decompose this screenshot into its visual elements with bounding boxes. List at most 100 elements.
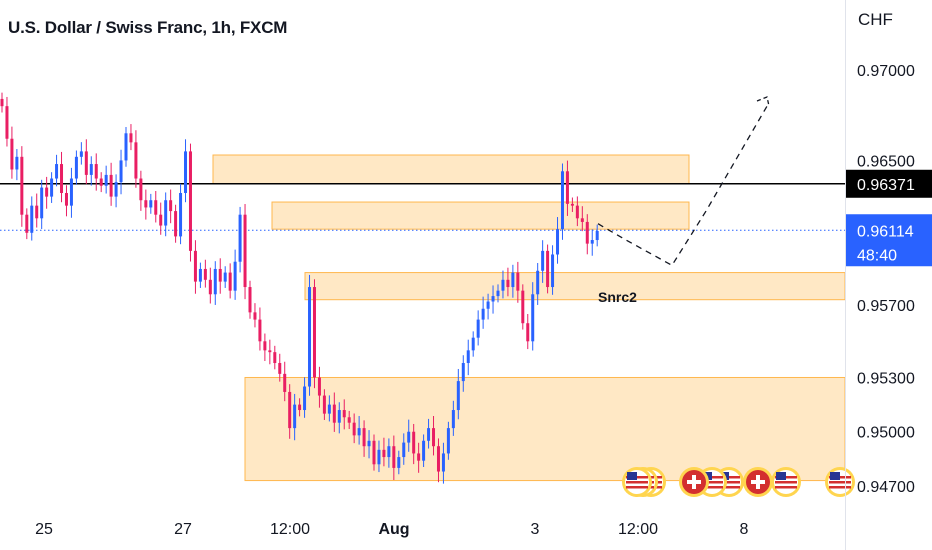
us-flag-canton: [776, 472, 786, 480]
candle-body: [446, 428, 450, 454]
candle-body: [580, 218, 584, 222]
price-axis[interactable]: 0.97000 0.96500 0.95700 0.95300 0.95000 0.947…: [846, 63, 932, 496]
projection-layer: [597, 96, 770, 267]
price-tick-label: 0.95000: [857, 425, 915, 442]
candle-body: [193, 250, 197, 282]
candle-body: [134, 142, 138, 179]
candle-body: [223, 272, 227, 282]
candle-body: [491, 296, 495, 302]
event-badge-ch[interactable]: [743, 467, 773, 497]
candle-body: [233, 261, 237, 291]
candle-body: [486, 301, 490, 309]
candle-body: [283, 373, 287, 392]
candle-body: [129, 133, 133, 143]
candle-body: [253, 312, 257, 320]
candle-body: [208, 279, 212, 295]
candle-body: [382, 449, 386, 458]
candle-body: [412, 431, 416, 454]
candle-body: [243, 214, 247, 288]
candle-body: [35, 205, 39, 219]
event-badge-us[interactable]: [771, 467, 801, 497]
candle-body: [50, 178, 54, 197]
candle-body: [332, 404, 336, 423]
candle-body: [556, 229, 560, 255]
candle-body: [521, 290, 525, 324]
candle-body: [184, 151, 188, 193]
candle-body: [377, 449, 381, 465]
zone-annotation: Snrc2: [598, 289, 637, 305]
candle-body: [560, 171, 564, 230]
candle-body: [84, 151, 88, 175]
price-axis-divider: [845, 0, 846, 550]
price-tick-label: 0.94700: [857, 479, 915, 496]
candle-body: [0, 98, 4, 107]
candle-body: [501, 279, 505, 291]
current-price-tag[interactable]: [846, 214, 932, 267]
candle-body: [337, 410, 341, 423]
candle-body: [154, 200, 158, 215]
candle-body: [546, 250, 550, 288]
candle-body: [436, 446, 440, 472]
symbol-title[interactable]: U.S. Dollar / Swiss Franc, 1h, FXCM: [8, 18, 288, 37]
candle-body: [367, 440, 371, 447]
candle-body: [5, 106, 9, 139]
candle-body: [565, 171, 569, 204]
candle-body: [585, 221, 589, 244]
candle-body: [268, 350, 272, 353]
candle-body: [575, 205, 579, 219]
time-tick-label: 12:00: [618, 521, 658, 538]
candle-body: [595, 230, 599, 241]
us-flag-stripe: [718, 481, 740, 484]
candle-body: [55, 164, 59, 179]
candle-body: [69, 178, 73, 206]
us-flag-stripe: [829, 486, 851, 489]
candle-body: [164, 200, 168, 226]
candle-body: [392, 446, 396, 468]
time-tick-label: 8: [740, 521, 749, 538]
candle-body: [25, 214, 29, 233]
candle-body: [322, 395, 326, 414]
time-tick-label: 3: [531, 521, 540, 538]
candle-body: [476, 319, 480, 338]
candle-body: [456, 381, 460, 411]
candle-body: [169, 200, 173, 212]
zone-2: [271, 201, 690, 230]
candle-body: [541, 250, 545, 271]
level-price-text: 0.96371: [857, 177, 915, 194]
candle-body: [461, 363, 465, 382]
candle-body: [188, 151, 192, 251]
level-price-tag[interactable]: [846, 169, 932, 198]
candle-body: [342, 410, 346, 418]
currency-label: CHF: [858, 10, 893, 29]
candle-body: [174, 211, 178, 237]
candle-body: [40, 187, 44, 219]
event-badge-ch[interactable]: [679, 467, 709, 497]
candle-body: [99, 178, 103, 186]
time-tick-label: 27: [174, 521, 192, 538]
candle-body: [114, 182, 118, 197]
candle-body: [79, 151, 83, 157]
event-badge-us[interactable]: [825, 467, 855, 497]
economic-events-layer[interactable]: [622, 467, 855, 497]
price-tick-label: 0.95700: [857, 298, 915, 315]
candle-body: [218, 268, 222, 282]
candle-body: [536, 270, 540, 295]
projection-arrowhead: [756, 96, 770, 107]
time-axis[interactable]: 25 27 12:00 Aug 3 12:00 8: [35, 521, 748, 538]
price-tick-label: 0.95300: [857, 370, 915, 387]
candle-body: [352, 422, 356, 436]
candle-body: [303, 386, 307, 411]
candle-body: [109, 174, 113, 197]
candle-body: [258, 319, 262, 342]
candle-body: [531, 294, 535, 342]
us-flag-stripe: [718, 486, 740, 489]
candles-layer: [0, 92, 599, 484]
us-flag-stripe: [775, 486, 797, 489]
event-badge-us[interactable]: [622, 467, 652, 497]
candle-body: [471, 337, 475, 351]
candle-body: [213, 268, 217, 295]
candle-body: [248, 287, 252, 313]
candle-body: [124, 133, 128, 161]
